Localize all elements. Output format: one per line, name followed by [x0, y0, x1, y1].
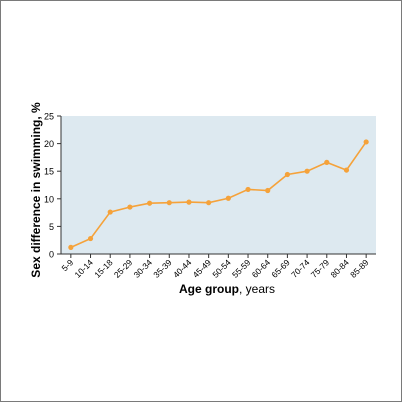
plot-area: [61, 116, 376, 254]
data-point: [284, 171, 291, 178]
y-tick-label: 15: [44, 167, 54, 177]
data-point: [324, 159, 330, 165]
x-axis-label: Age group, years: [179, 282, 275, 296]
x-tick-label: 10-14: [72, 257, 95, 280]
y-tick-label: 0: [49, 250, 54, 260]
y-tick-label: 5: [49, 222, 54, 232]
y-tick-label: 25: [44, 112, 54, 122]
data-point: [127, 204, 133, 210]
x-axis-label-main: Age group: [179, 282, 239, 296]
x-tick-label: 40-44: [171, 257, 194, 280]
x-tick-label: 30-34: [132, 257, 155, 280]
x-tick-label: 75-79: [309, 257, 332, 280]
x-axis-label-unit: , years: [239, 282, 275, 296]
x-tick-label: 80-84: [328, 257, 351, 280]
data-point: [186, 199, 192, 205]
data-point: [206, 200, 212, 206]
data-point: [265, 187, 271, 194]
x-tick-label: 65-69: [269, 257, 292, 280]
y-tick-label: 20: [44, 139, 54, 149]
data-point: [245, 186, 251, 193]
data-point: [166, 200, 172, 206]
data-point: [304, 168, 310, 174]
series: [68, 139, 369, 250]
series-line: [70, 141, 367, 249]
y-tick-label: 10: [44, 194, 54, 204]
x-tick-label: 60-64: [250, 257, 273, 280]
x-tick-label: 25-29: [112, 257, 135, 280]
y-axis: 0 5 10 15 20 25: [44, 112, 62, 260]
data-point: [343, 167, 350, 173]
x-tick-label: 45-49: [191, 257, 214, 280]
data-point: [225, 195, 231, 201]
data-point: [146, 200, 153, 206]
x-tick-label: 15-18: [92, 257, 115, 280]
x-axis: 5-910-1415-1825-2930-3435-3940-4445-4950…: [59, 253, 376, 280]
data-point: [363, 139, 369, 145]
x-tick-label: 70-74: [289, 257, 312, 280]
x-tick-label: 50-54: [210, 257, 233, 280]
x-tick-label: 55-59: [230, 257, 253, 280]
data-point: [87, 235, 94, 242]
x-tick-label: 35-39: [151, 257, 174, 280]
x-tick-label: 85-89: [348, 257, 371, 280]
x-tick-label: 5-9: [59, 257, 75, 273]
data-point: [68, 244, 74, 250]
data-point: [107, 209, 113, 215]
y-axis-label: Sex difference in swimming, %: [29, 102, 43, 278]
